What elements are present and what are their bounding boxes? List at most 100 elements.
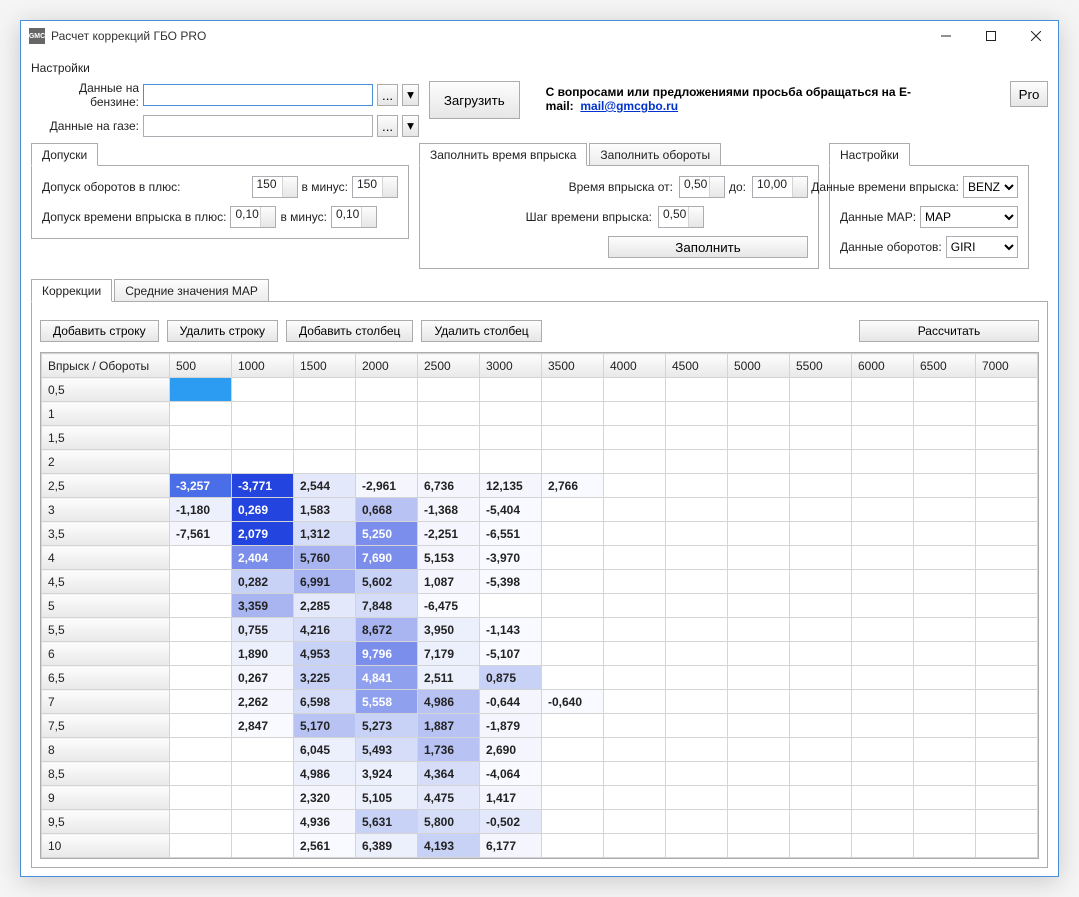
table-cell[interactable]	[666, 450, 728, 474]
table-cell[interactable]	[542, 618, 604, 642]
table-cell[interactable]	[852, 402, 914, 426]
table-cell[interactable]	[170, 594, 232, 618]
table-row-header[interactable]: 1	[42, 402, 170, 426]
table-col-header[interactable]: 6500	[914, 354, 976, 378]
table-cell[interactable]	[666, 642, 728, 666]
rpm-tol-plus-input[interactable]: 150	[252, 176, 298, 198]
table-cell[interactable]	[604, 786, 666, 810]
table-cell[interactable]	[542, 450, 604, 474]
table-cell[interactable]	[232, 738, 294, 762]
table-cell[interactable]	[852, 450, 914, 474]
table-cell[interactable]	[914, 834, 976, 858]
table-cell[interactable]	[728, 570, 790, 594]
table-cell[interactable]: 1,887	[418, 714, 480, 738]
table-cell[interactable]	[232, 762, 294, 786]
table-cell[interactable]	[604, 522, 666, 546]
table-cell[interactable]	[914, 810, 976, 834]
table-col-header[interactable]: 1000	[232, 354, 294, 378]
table-cell[interactable]	[790, 378, 852, 402]
fill-step-input[interactable]: 0,50	[658, 206, 704, 228]
table-cell[interactable]: 4,953	[294, 642, 356, 666]
table-cell[interactable]	[728, 642, 790, 666]
table-cell[interactable]	[666, 714, 728, 738]
table-cell[interactable]	[976, 762, 1038, 786]
table-cell[interactable]	[666, 522, 728, 546]
table-cell[interactable]: 2,561	[294, 834, 356, 858]
table-cell[interactable]	[170, 402, 232, 426]
table-cell[interactable]	[914, 690, 976, 714]
table-cell[interactable]	[542, 546, 604, 570]
table-col-header[interactable]: 5000	[728, 354, 790, 378]
table-cell[interactable]: 2,690	[480, 738, 542, 762]
table-cell[interactable]	[976, 642, 1038, 666]
table-cell[interactable]	[232, 378, 294, 402]
table-cell[interactable]	[604, 618, 666, 642]
table-cell[interactable]: 5,558	[356, 690, 418, 714]
table-cell[interactable]	[170, 666, 232, 690]
table-cell[interactable]	[728, 594, 790, 618]
table-cell[interactable]: 1,736	[418, 738, 480, 762]
table-cell[interactable]	[542, 378, 604, 402]
table-cell[interactable]	[852, 810, 914, 834]
table-cell[interactable]: 5,760	[294, 546, 356, 570]
table-cell[interactable]	[666, 594, 728, 618]
table-cell[interactable]	[604, 738, 666, 762]
tab-fill-inj[interactable]: Заполнить время впрыска	[419, 143, 587, 166]
table-cell[interactable]: -5,398	[480, 570, 542, 594]
table-cell[interactable]: 5,493	[356, 738, 418, 762]
table-cell[interactable]	[976, 666, 1038, 690]
table-cell[interactable]	[542, 426, 604, 450]
calc-button[interactable]: Рассчитать	[859, 320, 1039, 342]
table-cell[interactable]	[294, 378, 356, 402]
fill-to-input[interactable]: 10,00	[752, 176, 808, 198]
table-cell[interactable]	[666, 498, 728, 522]
table-cell[interactable]	[790, 522, 852, 546]
table-cell[interactable]: 0,269	[232, 498, 294, 522]
table-col-header[interactable]: 1500	[294, 354, 356, 378]
table-cell[interactable]	[790, 474, 852, 498]
load-button[interactable]: Загрузить	[429, 81, 520, 119]
table-cell[interactable]: 12,135	[480, 474, 542, 498]
table-cell[interactable]	[542, 570, 604, 594]
add-col-button[interactable]: Добавить столбец	[286, 320, 413, 342]
table-cell[interactable]	[914, 666, 976, 690]
table-row-header[interactable]: 2	[42, 450, 170, 474]
table-cell[interactable]	[232, 426, 294, 450]
table-cell[interactable]	[852, 426, 914, 450]
table-cell[interactable]	[604, 498, 666, 522]
contact-email[interactable]: mail@gmcgbo.ru	[580, 99, 678, 113]
table-cell[interactable]: 5,602	[356, 570, 418, 594]
table-cell[interactable]: 2,285	[294, 594, 356, 618]
table-row-header[interactable]: 4,5	[42, 570, 170, 594]
table-cell[interactable]	[480, 426, 542, 450]
table-cell[interactable]: 0,755	[232, 618, 294, 642]
table-cell[interactable]: 8,672	[356, 618, 418, 642]
table-cell[interactable]: 7,848	[356, 594, 418, 618]
table-cell[interactable]	[604, 570, 666, 594]
table-cell[interactable]	[170, 810, 232, 834]
table-cell[interactable]	[790, 690, 852, 714]
table-cell[interactable]	[542, 498, 604, 522]
table-cell[interactable]: 0,668	[356, 498, 418, 522]
table-cell[interactable]	[604, 402, 666, 426]
table-cell[interactable]: 4,841	[356, 666, 418, 690]
table-cell[interactable]	[852, 546, 914, 570]
table-cell[interactable]	[356, 450, 418, 474]
table-cell[interactable]	[170, 546, 232, 570]
table-cell[interactable]	[666, 690, 728, 714]
table-row-header[interactable]: 10	[42, 834, 170, 858]
table-col-header[interactable]: 500	[170, 354, 232, 378]
table-row-header[interactable]: 9,5	[42, 810, 170, 834]
table-cell[interactable]	[294, 402, 356, 426]
table-cell[interactable]	[170, 450, 232, 474]
table-cell[interactable]	[232, 810, 294, 834]
table-cell[interactable]	[914, 738, 976, 762]
table-cell[interactable]	[790, 594, 852, 618]
table-row-header[interactable]: 9	[42, 786, 170, 810]
table-cell[interactable]: 5,250	[356, 522, 418, 546]
table-cell[interactable]	[356, 402, 418, 426]
fill-from-input[interactable]: 0,50	[679, 176, 725, 198]
table-cell[interactable]	[914, 570, 976, 594]
table-cell[interactable]	[914, 402, 976, 426]
table-row-header[interactable]: 3,5	[42, 522, 170, 546]
